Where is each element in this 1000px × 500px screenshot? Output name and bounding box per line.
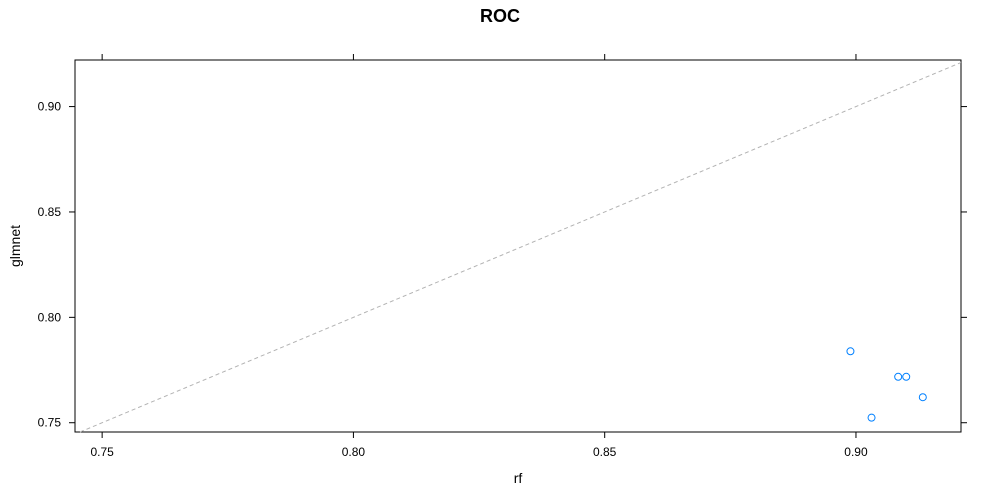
x-tick-label: 0.90 (844, 445, 868, 459)
x-tick-label: 0.75 (90, 445, 114, 459)
identity-reference-line (79, 62, 962, 433)
y-axis-label: glmnet (7, 225, 23, 267)
data-point (902, 372, 911, 381)
chart-title: ROC (480, 6, 520, 26)
data-point (918, 393, 927, 402)
plot-frame (74, 59, 962, 433)
data-points (846, 347, 927, 422)
y-tick-label: 0.85 (38, 205, 62, 219)
x-axis-label: rf (514, 470, 523, 486)
y-tick-label: 0.90 (38, 100, 62, 114)
data-point (867, 413, 876, 422)
y-tick-label: 0.75 (38, 416, 62, 430)
y-tick-label: 0.80 (38, 310, 62, 324)
y-axis-ticks: 0.75 0.80 0.85 0.90 (38, 100, 967, 430)
data-point (894, 372, 903, 381)
data-point (846, 347, 855, 356)
x-tick-label: 0.80 (342, 445, 366, 459)
x-axis-ticks: 0.75 0.80 0.85 0.90 (90, 54, 868, 459)
x-tick-label: 0.85 (593, 445, 617, 459)
